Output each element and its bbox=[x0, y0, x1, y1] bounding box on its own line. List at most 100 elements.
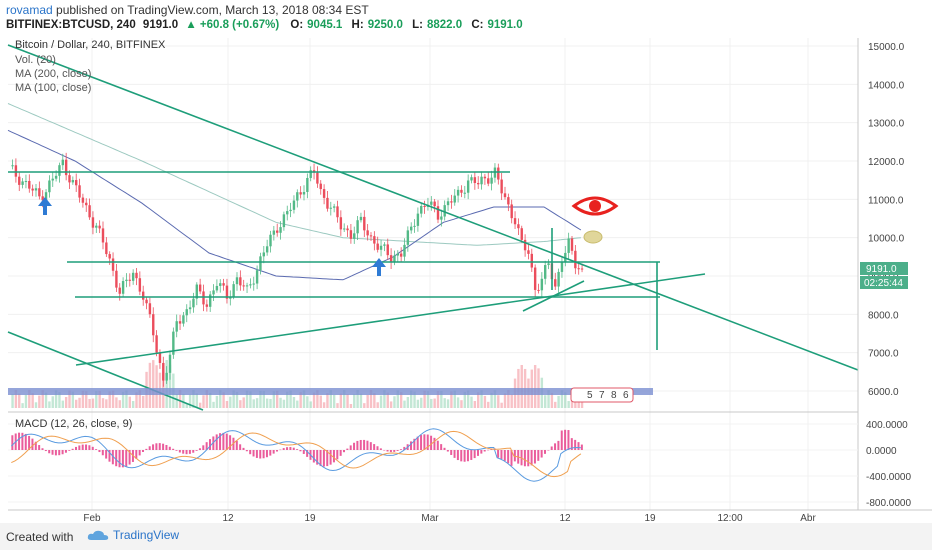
volume-bar bbox=[85, 391, 88, 408]
volume-legend[interactable]: Vol. (20) bbox=[15, 54, 56, 66]
volume-bar bbox=[423, 390, 426, 408]
volume-bar bbox=[319, 395, 322, 408]
macd-histogram-bar bbox=[175, 450, 178, 451]
macd-histogram-bar bbox=[292, 447, 295, 450]
volume-bar bbox=[38, 395, 41, 408]
macd-histogram-bar bbox=[393, 450, 396, 452]
time-axis[interactable]: Feb 12 19 Mar 12 19 12:00 Abr bbox=[83, 513, 816, 524]
macd-histogram-bar bbox=[286, 447, 289, 450]
macd-histogram-bar bbox=[41, 448, 44, 450]
ma100-legend[interactable]: MA (100, close) bbox=[15, 82, 92, 94]
author-link[interactable]: rovamad bbox=[6, 3, 53, 17]
macd-histogram-bar bbox=[319, 450, 322, 467]
macd-histogram-bar bbox=[138, 450, 141, 456]
candle-body bbox=[296, 192, 299, 201]
candle-body bbox=[530, 253, 533, 268]
tradingview-link[interactable]: TradingView bbox=[87, 528, 179, 542]
price-axis[interactable]: 15000.0 14000.0 13000.0 12000.0 11000.0 10000… bbox=[868, 42, 905, 398]
candle-body bbox=[443, 205, 446, 217]
time-tick-label: 12:00 bbox=[717, 513, 742, 524]
candle-body bbox=[101, 228, 105, 243]
ma200-legend[interactable]: MA (200, close) bbox=[15, 68, 92, 80]
macd-histogram-bar bbox=[88, 445, 91, 450]
volume-bar bbox=[376, 402, 379, 408]
candle-body bbox=[188, 307, 192, 310]
macd-histogram-bar bbox=[550, 446, 553, 450]
volume-bar bbox=[148, 362, 152, 408]
macd-axis[interactable]: 400.0000 0.0000 -400.0000 -800.0000 bbox=[866, 420, 911, 509]
volume-bar bbox=[316, 390, 319, 408]
macd-histogram-bar bbox=[497, 450, 500, 458]
volume-bar bbox=[456, 397, 460, 408]
candle-body bbox=[537, 289, 540, 291]
candle-body bbox=[249, 284, 252, 286]
macd-legend[interactable]: MACD (12, 26, close, 9) bbox=[15, 418, 133, 430]
macd-histogram-bar bbox=[570, 438, 573, 450]
volume-bar bbox=[473, 401, 477, 408]
macd-histogram-bar bbox=[148, 446, 151, 450]
macd-histogram-bar bbox=[349, 445, 352, 450]
macd-histogram-bar bbox=[366, 440, 369, 450]
macd-histogram-bar bbox=[172, 448, 175, 450]
candle-body bbox=[81, 197, 85, 203]
volume-bar bbox=[369, 390, 373, 408]
macd-histogram-bar bbox=[396, 450, 399, 451]
volume-bar bbox=[212, 401, 215, 408]
macd-histogram-bar bbox=[554, 443, 557, 450]
price-tick-label: 6000.0 bbox=[868, 387, 899, 398]
volume-bar bbox=[420, 397, 423, 408]
volume-bar bbox=[356, 390, 359, 408]
volume-bar bbox=[507, 390, 510, 408]
candle-body bbox=[446, 201, 450, 206]
volume-bar bbox=[493, 390, 497, 408]
macd-histogram-bar bbox=[369, 442, 372, 450]
candle-body bbox=[48, 180, 51, 193]
drawn-trendlines[interactable] bbox=[7, 44, 859, 411]
volume-bar bbox=[383, 390, 386, 408]
volume-bar bbox=[296, 400, 299, 408]
last-price-tag: 9191.0 bbox=[860, 262, 908, 275]
volume-bar bbox=[440, 390, 443, 408]
candle-body bbox=[356, 220, 359, 234]
volume-bar bbox=[416, 399, 420, 408]
volume-bar bbox=[332, 394, 336, 408]
candle-body bbox=[145, 299, 148, 304]
macd-histogram-bar bbox=[276, 450, 278, 452]
candle-body bbox=[570, 238, 574, 251]
volume-bar bbox=[463, 391, 466, 408]
macd-histogram-bar bbox=[343, 450, 345, 453]
volume-bar bbox=[215, 395, 219, 408]
macd-histogram-bar bbox=[453, 450, 456, 458]
macd-histogram-bar bbox=[202, 445, 205, 450]
macd-histogram-bar bbox=[282, 448, 285, 450]
macd-histogram-bar bbox=[580, 444, 583, 450]
candle-body bbox=[68, 175, 71, 183]
candle-body bbox=[262, 252, 265, 257]
macd-histogram-bar bbox=[18, 432, 21, 450]
candle-body bbox=[64, 159, 68, 176]
macd-histogram-bar bbox=[329, 450, 332, 465]
candle-body bbox=[580, 268, 584, 270]
macd-histogram-bar bbox=[182, 450, 185, 454]
volume-bar bbox=[222, 392, 225, 408]
volume-profile-badges: 5 7 8 6 bbox=[570, 387, 634, 403]
macd-histogram-bar bbox=[312, 450, 315, 463]
volume-bar bbox=[178, 390, 182, 408]
time-tick-label: Mar bbox=[421, 513, 439, 524]
candle-body bbox=[212, 290, 215, 295]
macd-histogram-bar bbox=[363, 439, 366, 450]
candle-body bbox=[369, 235, 373, 237]
candle-body bbox=[195, 284, 198, 299]
time-tick-label: 19 bbox=[644, 513, 656, 524]
volume-bar bbox=[64, 396, 68, 408]
candle-body bbox=[497, 167, 500, 180]
macd-histogram-bar bbox=[523, 450, 526, 467]
candle-body bbox=[162, 362, 165, 381]
macd-histogram-bar bbox=[188, 450, 191, 454]
candle-body bbox=[245, 285, 249, 287]
volume-bar bbox=[329, 390, 332, 408]
candle-body bbox=[533, 267, 537, 290]
macd-histogram-bar bbox=[81, 444, 84, 450]
candle-body bbox=[272, 230, 276, 235]
